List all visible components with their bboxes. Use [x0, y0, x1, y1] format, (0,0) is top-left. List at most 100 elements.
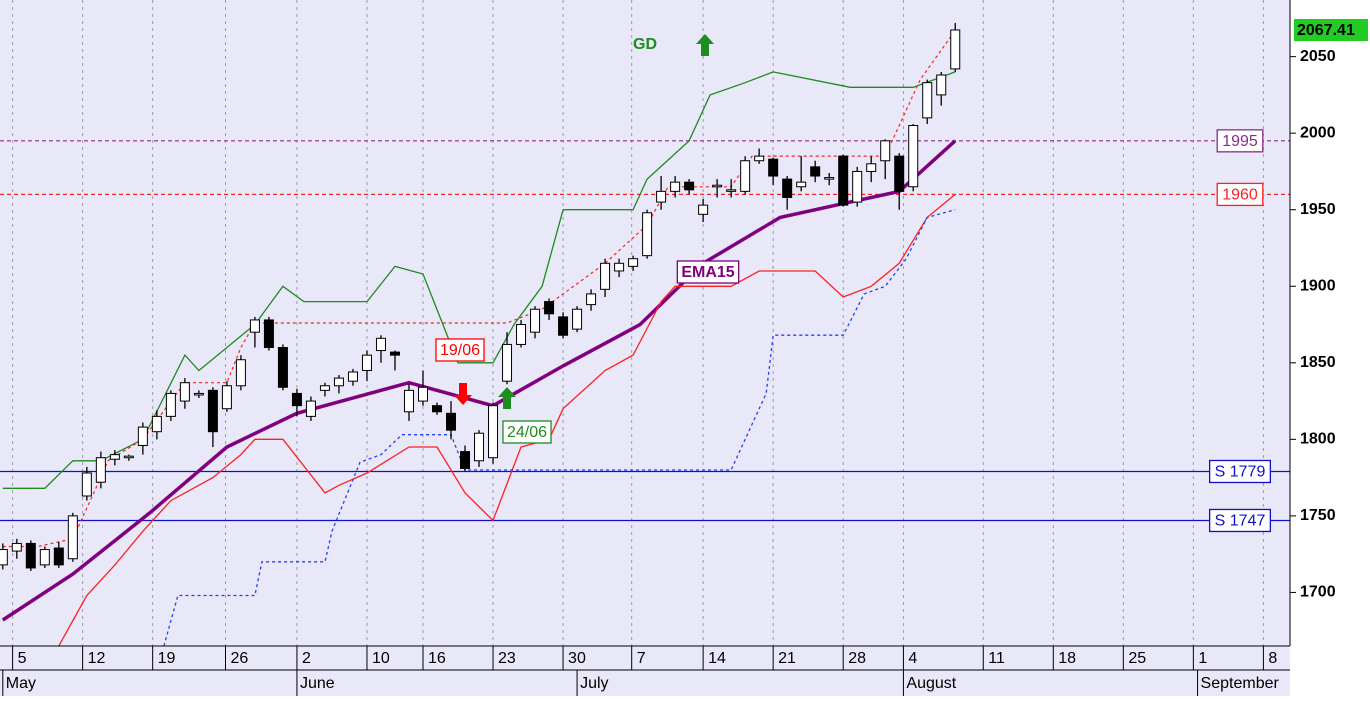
candle-body	[558, 316, 569, 336]
x-tick-label: 14	[708, 650, 726, 667]
candle-body	[852, 170, 863, 203]
last-price: 2067.41	[1294, 18, 1368, 41]
candle-body	[642, 212, 653, 257]
plot-background	[0, 0, 1290, 646]
candle-body	[432, 405, 443, 413]
candle-body	[81, 472, 92, 497]
candle-body	[572, 308, 583, 330]
candle-body	[614, 262, 625, 272]
candle-body	[670, 181, 681, 192]
x-tick-label: 11	[988, 650, 1005, 667]
candle-body	[726, 189, 737, 192]
candle-body	[474, 432, 485, 462]
candle-body	[53, 547, 64, 566]
series-label-text: EMA15	[681, 264, 734, 281]
level-label: S 1779	[1208, 459, 1272, 484]
month-label: May	[6, 675, 36, 692]
candle-body	[263, 319, 274, 348]
candle-body	[123, 455, 134, 459]
candle-body	[698, 204, 709, 215]
candle-body	[389, 351, 400, 356]
annotation-label: 24/06	[502, 420, 552, 444]
annotation-box	[435, 338, 485, 362]
annotation-text: 24/06	[507, 424, 547, 441]
level-label-box	[1208, 508, 1272, 533]
candle-body	[600, 262, 611, 290]
x-tick-label: 12	[88, 650, 106, 667]
annotation: GD	[633, 36, 657, 53]
candle-body	[908, 125, 919, 188]
level-label-text: S 1747	[1215, 513, 1266, 530]
x-tick-label: 26	[231, 650, 249, 667]
candle-body	[67, 515, 78, 560]
candle-body	[656, 190, 667, 203]
candle-body	[824, 177, 835, 180]
axis-background	[1290, 0, 1370, 696]
candle-body	[375, 337, 386, 352]
candles	[0, 22, 961, 571]
x-axis-background	[0, 646, 1290, 696]
level-label: 1960	[1216, 182, 1264, 207]
annotation-label: 19/06	[435, 338, 485, 362]
x-tick-label: 25	[1128, 650, 1146, 667]
candle-body	[544, 301, 555, 315]
candle-body	[488, 405, 499, 459]
candle-body	[0, 549, 8, 566]
x-tick-label: 8	[1268, 650, 1277, 667]
candle-body	[235, 359, 246, 387]
candle-body	[530, 308, 541, 333]
candle-body	[768, 158, 779, 177]
x-tick-label: 28	[848, 650, 866, 667]
candle-body	[165, 392, 176, 417]
candle-body	[880, 140, 891, 162]
level-label-box	[1216, 129, 1264, 153]
candle-body	[333, 377, 344, 387]
month-label: September	[1201, 675, 1280, 692]
candle-body	[754, 155, 765, 162]
level-label: 1995	[1216, 129, 1264, 153]
y-tick-label: 2050	[1300, 48, 1336, 65]
series-label-box	[676, 260, 740, 284]
annotation-box	[502, 420, 552, 444]
annotations: 1995 1960 S 1779 S 1747 2067.41 EMA15 GD 19/06 2…	[435, 18, 1368, 533]
annotation-text: 19/06	[440, 342, 480, 359]
candle-body	[95, 457, 106, 483]
level-label-text: 1960	[1222, 187, 1258, 204]
level-label-text: 1995	[1222, 133, 1258, 150]
candle-body	[810, 166, 821, 177]
series-label: EMA15	[676, 260, 740, 284]
candle-body	[516, 324, 527, 345]
y-tick-label: 1800	[1300, 431, 1336, 448]
x-tick-label: 2	[302, 650, 311, 667]
candle-body	[712, 184, 723, 188]
last-price-box	[1294, 18, 1368, 41]
candle-body	[936, 74, 947, 96]
candle-body	[109, 454, 120, 460]
candle-body	[838, 155, 849, 206]
levels	[0, 140, 1290, 522]
indicator-line	[58, 193, 956, 646]
candle-body	[179, 382, 190, 402]
x-tick-label: 23	[498, 650, 516, 667]
candle-body	[277, 346, 288, 388]
candle-body	[460, 451, 471, 469]
arrow	[498, 387, 516, 409]
x-tick-label: 21	[778, 650, 796, 667]
candle-body	[894, 155, 905, 192]
candle-body	[319, 385, 330, 391]
x-tick-label: 18	[1058, 650, 1076, 667]
month-label: July	[580, 675, 608, 692]
candle-body	[291, 392, 302, 407]
x-tick-label: 30	[568, 650, 586, 667]
candle-body	[586, 293, 597, 306]
candle-body	[151, 415, 162, 433]
y-tick-label: 1850	[1300, 354, 1336, 371]
candle-body	[25, 542, 36, 569]
candle-body	[740, 160, 751, 192]
level-label: S 1747	[1208, 508, 1272, 533]
x-tick-label: 1	[1198, 650, 1207, 667]
candle-body	[207, 389, 218, 433]
candle-body	[446, 412, 457, 431]
